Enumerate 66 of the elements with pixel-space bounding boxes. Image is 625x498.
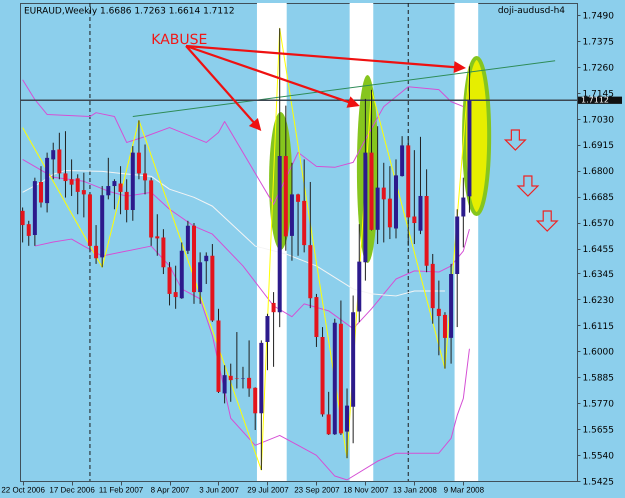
candlestick [326,391,331,436]
y-tick-label: 1.5885 [582,374,614,384]
y-tick-label: 1.7490 [582,11,614,22]
y-tick-label: 1.6230 [582,296,614,306]
candlestick [204,252,208,284]
candlestick [20,206,25,243]
candlestick [94,224,98,264]
y-tick-label: 1.6570 [582,219,614,230]
candlestick [436,280,441,356]
chart-title: EURAUD,Weekly 1.6686 1.7263 1.6614 1.7112 [24,6,235,16]
candlestick [228,363,233,402]
candlestick [382,162,386,243]
candlestick [247,340,252,398]
candlestick [174,265,178,310]
x-tick-label: 17 Dec 2006 [49,486,96,494]
x-tick-label: 23 Sep 2007 [294,486,340,494]
y-tick-label: 1.5655 [582,426,614,436]
line-series [34,238,470,480]
annotation: KABUSE [151,32,208,48]
candlestick [234,332,239,389]
candlestick [272,292,276,368]
candlestick [38,166,43,208]
candlestick [240,366,245,389]
candlestick [57,132,62,180]
x-tick-label: 18 Nov 2007 [343,486,390,494]
y-tick-label: 1.5425 [582,478,614,488]
x-tick-label: 9 Mar 2008 [444,486,485,494]
candlestick [143,144,148,195]
x-tick-label: 3 Jun 2007 [199,486,240,494]
x-tick-label: 22 Oct 2006 [1,486,46,494]
x-tick-label: 11 Feb 2007 [98,486,144,494]
candlestick [155,214,160,256]
x-tick-label: 29 Jul 2007 [247,486,290,494]
candlestick [124,178,129,223]
y-tick-label: 1.6915 [582,141,614,152]
candlestick [136,120,141,180]
candlestick [442,312,447,370]
candlestick [51,142,56,180]
y-tick-label: 1.5770 [582,400,614,410]
y-tick-label: 1.6115 [582,322,614,332]
y-tick-label: 1.6800 [582,167,614,178]
candlestick [412,150,416,245]
candlestick [82,172,86,218]
y-tick-label: 1.7030 [582,115,614,126]
candlestick [63,130,68,198]
y-tick-label: 1.6685 [582,193,614,204]
y-tick-label: 1.5540 [582,452,614,462]
candlestick [76,174,80,215]
candlestick [296,193,300,256]
y-tick-label: 1.6345 [582,270,614,280]
candlestick [112,178,116,210]
candlestick [106,157,110,200]
y-tick-label: 1.6000 [582,348,614,358]
annotation: doji-audusd-h4 [498,6,566,16]
y-tick-label: 1.7375 [582,37,614,48]
y-tick-label: 1.6455 [582,245,614,256]
candlestick [118,166,123,215]
x-tick-label: 8 Apr 2007 [150,486,190,494]
y-tick-label: 1.7260 [582,63,614,74]
line-series [22,158,470,330]
candlestick [26,220,31,246]
candlestick [461,177,466,248]
candlestick [222,364,227,404]
line-series [22,79,464,205]
x-tick-label: 13 Jan 2008 [392,486,438,494]
candlestick [70,158,74,196]
